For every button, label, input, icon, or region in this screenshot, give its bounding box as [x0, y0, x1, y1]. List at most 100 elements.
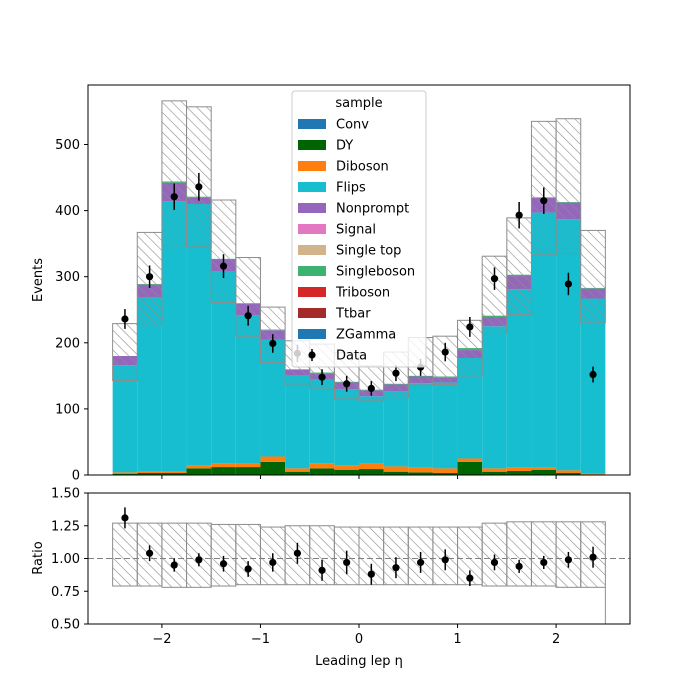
- data-point-1: [145, 273, 154, 281]
- main-y-tick-label-0: 0: [72, 469, 80, 484]
- ratio-point-0: [121, 514, 129, 522]
- stack-bar-flips-9: [334, 389, 359, 466]
- legend-title: sample: [335, 96, 382, 111]
- ratio-point-9: [343, 558, 351, 567]
- legend-swatch-2: [298, 161, 326, 171]
- stack-bar-diboson-2: [161, 471, 187, 474]
- legend-label-9: Ttbar: [335, 307, 371, 322]
- ratio-band-bin-3: [186, 522, 212, 588]
- legend-swatch-4: [298, 203, 326, 213]
- ratio-point-1: [145, 549, 154, 557]
- main-y-tick-label-1: 100: [55, 402, 80, 417]
- legend-label-5: Signal: [336, 223, 376, 238]
- ratio-x-tick-label-3: 1: [453, 632, 461, 647]
- stack-bar-dy-12: [408, 472, 433, 475]
- stack-bar-dy-10: [359, 469, 384, 475]
- legend-label-11: Data: [336, 349, 367, 364]
- stack-bar-diboson-15: [482, 468, 507, 472]
- stack-bar-diboson-0: [112, 472, 138, 474]
- ratio-y-tick-label-0: 0.50: [51, 618, 80, 633]
- legend-swatch-9: [298, 308, 326, 318]
- legend-label-7: Singleboson: [336, 265, 415, 280]
- ratio-point-16: [515, 562, 523, 570]
- legend-label-10: ZGamma: [336, 328, 396, 343]
- ratio-x-tick-label-2: 0: [355, 632, 363, 647]
- stack-bar-flips-0: [112, 365, 138, 473]
- stack-bar-flips-11: [383, 391, 409, 467]
- ratio-point-6: [269, 558, 277, 567]
- stack-bar-diboson-14: [457, 458, 483, 462]
- main-y-tick-label-5: 500: [55, 138, 80, 153]
- data-point-8: [318, 373, 326, 381]
- stack-bar-flips-2: [161, 201, 187, 472]
- stack-bar-diboson-4: [211, 463, 236, 468]
- stack-bar-diboson-5: [235, 463, 261, 468]
- stack-bar-dy-11: [383, 471, 409, 475]
- legend-label-3: Flips: [336, 181, 366, 196]
- stack-bar-flips-8: [309, 379, 335, 464]
- stack-bar-diboson-9: [334, 465, 359, 470]
- main-y-tick-label-3: 300: [55, 270, 80, 285]
- ratio-point-8: [318, 566, 326, 574]
- stack-bar-flips-13: [432, 382, 458, 469]
- stack-bar-dy-8: [309, 468, 335, 475]
- legend-swatch-5: [298, 224, 326, 234]
- stack-bar-diboson-6: [260, 456, 286, 462]
- uncertainty-band-bin-5: [235, 257, 261, 337]
- data-point-4: [219, 262, 228, 270]
- data-point-15: [490, 275, 499, 283]
- ratio-band-bin-16: [506, 521, 532, 587]
- ratio-point-5: [244, 565, 252, 573]
- legend-box: [291, 90, 427, 368]
- data-point-0: [121, 315, 129, 323]
- stack-bar-diboson-3: [186, 465, 212, 469]
- stack-bar-flips-7: [285, 375, 310, 469]
- ratio-y-tick-label-3: 1.25: [51, 519, 80, 534]
- stack-bar-diboson-13: [432, 468, 458, 474]
- legend-label-8: Triboson: [335, 286, 390, 301]
- uncertainty-band-bin-16: [506, 217, 532, 315]
- data-point-13: [441, 348, 449, 356]
- uncertainty-band-bin-18: [555, 118, 582, 255]
- ratio-panel: 0.50 0.75 1.00 1.25 1.50 −2 −1 0 1 2: [51, 487, 631, 647]
- stack-bar-dy-0: [112, 473, 138, 475]
- stack-bar-flips-16: [506, 289, 532, 468]
- legend-swatch-1: [298, 140, 326, 150]
- stack-bar-flips-19: [580, 298, 606, 474]
- main-y-tick-label-4: 400: [55, 204, 80, 219]
- stack-bar-diboson-18: [556, 470, 581, 474]
- data-point-6: [269, 339, 277, 348]
- stack-bar-flips-15: [482, 326, 507, 469]
- stack-bar-dy-6: [260, 461, 286, 475]
- data-point-17: [540, 197, 548, 205]
- stack-bar-diboson-7: [285, 468, 310, 472]
- stack-bar-dy-1: [137, 473, 162, 475]
- stack-bar-dy-7: [285, 471, 310, 475]
- legend-label-6: Single top: [336, 244, 401, 259]
- ratio-band-bin-2: [161, 522, 188, 588]
- stack-bar-flips-3: [186, 203, 212, 466]
- data-point-3: [195, 183, 203, 191]
- legend-swatch-7: [298, 266, 326, 276]
- stack-bar-dy-5: [235, 467, 261, 475]
- ratio-y-axis-label: Ratio: [31, 541, 46, 574]
- legend: sample Conv DY Diboson Flips Nonprompt Signal S…: [291, 90, 427, 368]
- data-point-10: [367, 384, 375, 393]
- uncertainty-band-bin-4: [210, 199, 237, 303]
- x-axis-label: Leading lep η: [315, 654, 403, 669]
- ratio-point-18: [564, 556, 573, 564]
- stack-bar-dy-2: [161, 473, 187, 475]
- ratio-y-tick-label-2: 1.00: [51, 552, 80, 567]
- ratio-point-17: [540, 558, 548, 567]
- ratio-point-13: [441, 556, 449, 564]
- legend-label-0: Conv: [336, 118, 369, 133]
- stack-bar-dy-3: [186, 468, 212, 475]
- stack-bar-dy-14: [457, 461, 483, 475]
- ratio-point-14: [466, 574, 474, 582]
- stack-bar-flips-12: [408, 383, 433, 468]
- ratio-band-bin-17: [530, 521, 557, 587]
- uncertainty-band-bin-2: [161, 100, 188, 247]
- stack-bar-dy-13: [432, 473, 458, 475]
- ratio-point-10: [367, 570, 375, 578]
